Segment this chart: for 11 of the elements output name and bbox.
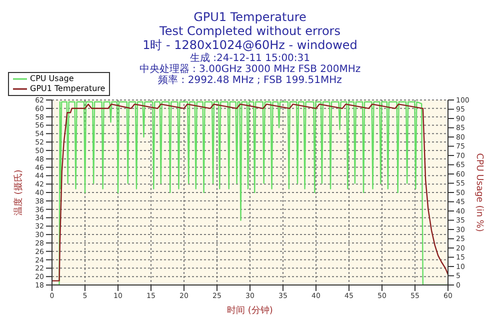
chart-title: GPU1 Temperature: [192, 10, 308, 24]
text: 1时 - 1280x1024@60Hz - windowed: [142, 38, 358, 52]
text: 频率 : 2992.48 MHz ; FSB 199.51MHz: [158, 75, 342, 86]
text: 中央处理器 : 3.00GHz 3000 MHz FSB 200MHz: [138, 64, 362, 75]
legend-label: GPU1 Temperature: [30, 84, 106, 94]
text: 生成 :24-12-11 15:00:31: [189, 53, 312, 64]
y-axis-title: 温度 (摄氏): [13, 170, 24, 216]
chart-subtitle: Test Completed without errors: [158, 24, 342, 38]
y2-axis-title: CPU Usage (in %): [474, 153, 484, 232]
x-axis-title: 时间 (分钟): [227, 305, 273, 316]
legend-label: CPU Usage: [30, 74, 74, 84]
